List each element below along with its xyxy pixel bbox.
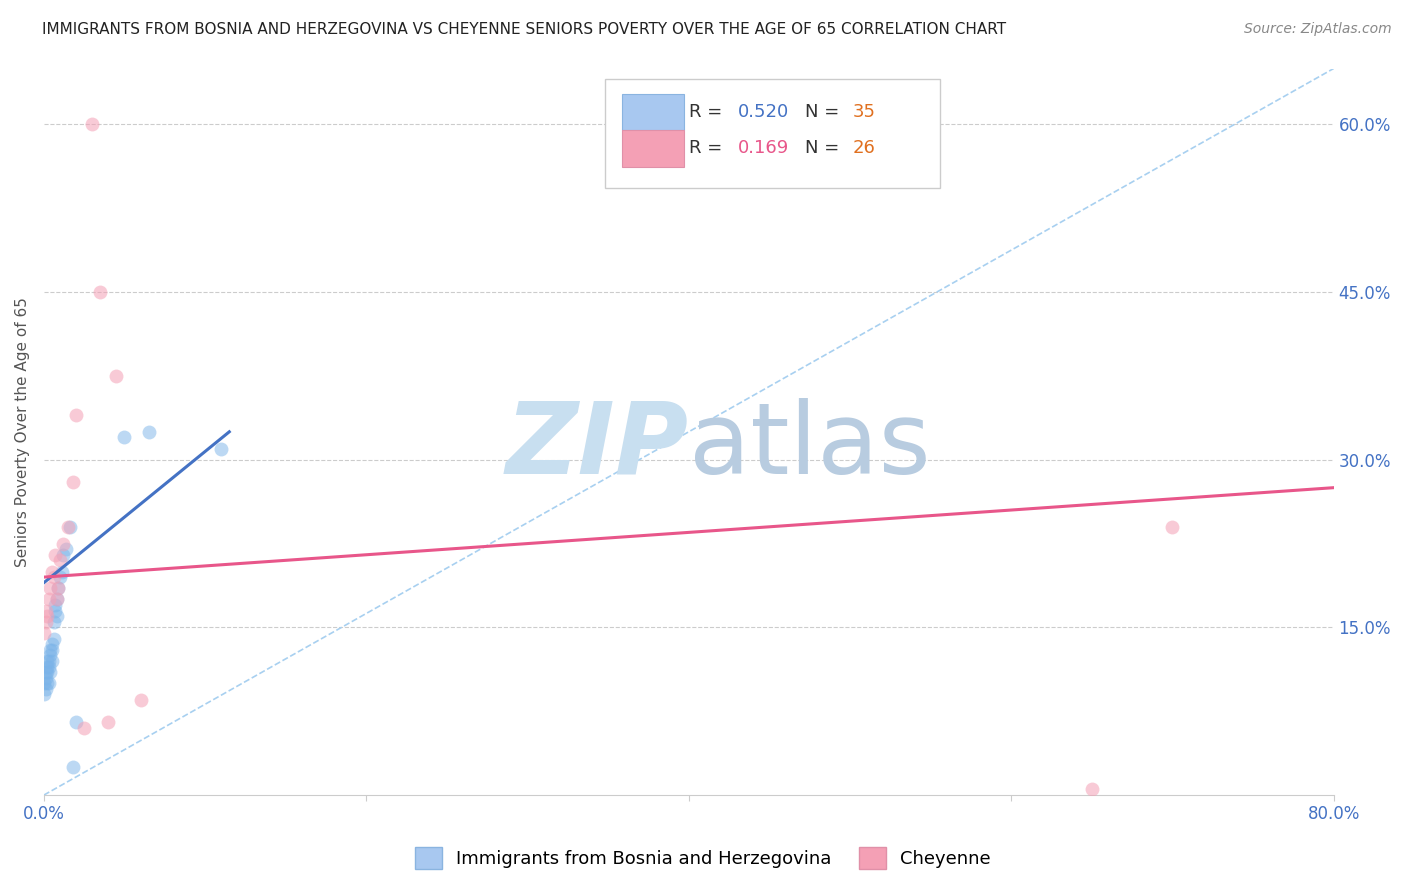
Point xyxy=(39,665,62,679)
Text: atlas: atlas xyxy=(689,398,931,495)
FancyBboxPatch shape xyxy=(605,79,941,188)
Text: Source: ZipAtlas.com: Source: ZipAtlas.com xyxy=(1244,22,1392,37)
Text: IMMIGRANTS FROM BOSNIA AND HERZEGOVINA VS CHEYENNE SENIORS POVERTY OVER THE AGE : IMMIGRANTS FROM BOSNIA AND HERZEGOVINA V… xyxy=(42,22,1007,37)
FancyBboxPatch shape xyxy=(621,130,683,167)
Point xyxy=(62,475,84,489)
Point xyxy=(44,598,66,612)
Text: R =: R = xyxy=(689,103,728,121)
Point xyxy=(41,565,63,579)
Y-axis label: Seniors Poverty Over the Age of 65: Seniors Poverty Over the Age of 65 xyxy=(15,297,30,566)
Point xyxy=(65,715,87,730)
Point xyxy=(42,632,65,646)
Point xyxy=(114,430,136,444)
Point xyxy=(34,681,56,696)
Text: N =: N = xyxy=(804,139,845,158)
Point xyxy=(45,609,67,624)
Point xyxy=(38,592,60,607)
Point xyxy=(129,693,152,707)
Point xyxy=(89,285,111,299)
Point xyxy=(45,592,67,607)
Point xyxy=(32,676,55,690)
Point xyxy=(44,548,66,562)
Point xyxy=(105,368,128,383)
Point xyxy=(48,582,70,596)
Point xyxy=(65,408,87,422)
Point xyxy=(38,654,60,668)
Point xyxy=(37,659,59,673)
Point xyxy=(59,520,82,534)
Point xyxy=(38,676,60,690)
Text: 35: 35 xyxy=(852,103,876,121)
Point xyxy=(41,642,63,657)
Point xyxy=(37,665,59,679)
Point xyxy=(49,570,72,584)
Point xyxy=(42,570,65,584)
Point xyxy=(39,648,62,663)
Point xyxy=(52,536,75,550)
Text: N =: N = xyxy=(804,103,845,121)
Point xyxy=(41,637,63,651)
Point xyxy=(37,654,59,668)
Point xyxy=(55,542,77,557)
Point xyxy=(73,721,96,735)
Point xyxy=(82,117,104,131)
Point xyxy=(32,626,55,640)
Point xyxy=(49,553,72,567)
Point xyxy=(97,715,120,730)
Point xyxy=(34,671,56,685)
Point xyxy=(34,665,56,679)
Legend: Immigrants from Bosnia and Herzegovina, Cheyenne: Immigrants from Bosnia and Herzegovina, … xyxy=(406,838,1000,879)
Point xyxy=(37,676,59,690)
Point xyxy=(56,520,79,534)
Text: 26: 26 xyxy=(852,139,876,158)
Text: 0.169: 0.169 xyxy=(738,139,789,158)
Point xyxy=(34,615,56,629)
Point xyxy=(41,654,63,668)
Point xyxy=(45,592,67,607)
Point xyxy=(38,659,60,673)
Point xyxy=(62,760,84,774)
Text: R =: R = xyxy=(689,139,728,158)
Point xyxy=(42,615,65,629)
Point xyxy=(37,609,59,624)
Point xyxy=(34,604,56,618)
Point xyxy=(209,442,232,456)
Point xyxy=(138,425,160,439)
FancyBboxPatch shape xyxy=(621,94,683,130)
Point xyxy=(52,548,75,562)
Point xyxy=(44,604,66,618)
Point xyxy=(1161,520,1184,534)
Text: ZIP: ZIP xyxy=(506,398,689,495)
Point xyxy=(39,642,62,657)
Point xyxy=(48,582,70,596)
Point xyxy=(32,688,55,702)
Point xyxy=(51,565,73,579)
Text: 0.520: 0.520 xyxy=(738,103,789,121)
Point xyxy=(1081,782,1104,797)
Point xyxy=(39,582,62,596)
